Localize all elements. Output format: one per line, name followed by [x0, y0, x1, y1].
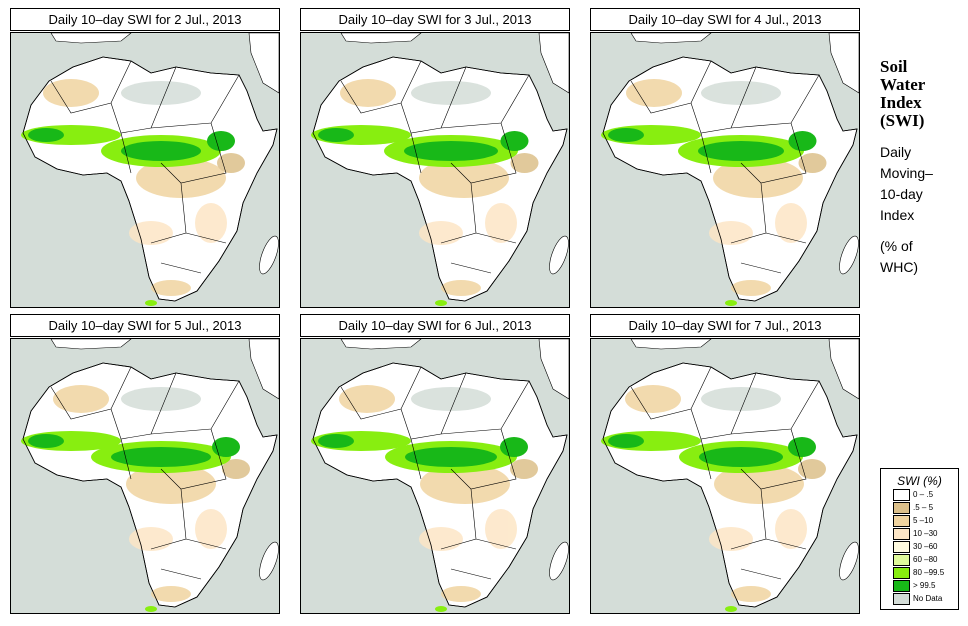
dry-areas — [43, 79, 245, 296]
madagascar — [839, 541, 859, 581]
index-description: Daily Moving– 10-day Index — [880, 142, 968, 226]
dry-areas — [340, 79, 539, 296]
europe-landmass — [340, 339, 422, 350]
wet-band — [601, 125, 817, 306]
legend-swatch — [893, 501, 910, 514]
wet-band — [21, 431, 240, 612]
unit-line: WHC) — [880, 259, 919, 275]
panel-title: Daily 10–day SWI for 7 Jul., 2013 — [590, 314, 860, 337]
legend-swatch — [893, 579, 910, 592]
desc-line: Daily — [880, 144, 912, 160]
europe-landmass — [630, 339, 712, 350]
legend-swatch — [893, 527, 910, 540]
arabia-landmass — [248, 339, 279, 400]
arabia-landmass — [828, 339, 859, 400]
madagascar — [259, 541, 279, 581]
africa-swi-map — [300, 338, 570, 614]
country-borders — [630, 60, 820, 274]
legend-label: .5 – 5 — [913, 503, 934, 512]
arabia-landmass — [538, 339, 569, 400]
dry-areas — [53, 385, 250, 602]
panel-title: Daily 10–day SWI for 3 Jul., 2013 — [300, 8, 570, 31]
legend-label: 5 –10 — [913, 516, 934, 525]
panel-title: Daily 10–day SWI for 2 Jul., 2013 — [10, 8, 280, 31]
unit-line: (% of — [880, 238, 913, 254]
europe-landmass — [340, 33, 422, 44]
country-borders — [50, 60, 240, 274]
legend-swatch — [893, 488, 910, 501]
arabia-landmass — [248, 33, 279, 94]
africa-swi-map — [10, 338, 280, 614]
legend: SWI (%) 0 – .5 .5 – 5 5 –10 10 –30 30 –60 60 … — [880, 468, 959, 610]
side-title-block: Soil Water Index (SWI) Daily Moving– 10-… — [880, 58, 968, 278]
wet-band — [311, 125, 529, 306]
legend-swatch — [893, 566, 910, 579]
legend-item: 0 – .5 — [893, 488, 958, 501]
legend-item: 10 –30 — [893, 527, 958, 540]
legend-label: 10 –30 — [913, 529, 938, 538]
legend-item: 80 –99.5 — [893, 566, 958, 579]
legend-label: 30 –60 — [913, 542, 938, 551]
country-borders — [340, 366, 530, 580]
legend-swatch — [893, 540, 910, 553]
legend-item: 60 –80 — [893, 553, 958, 566]
africa-swi-map — [300, 32, 570, 308]
title-line: Soil — [880, 57, 908, 76]
europe-landmass — [50, 339, 132, 350]
arabia-landmass — [828, 33, 859, 94]
madagascar — [839, 235, 859, 275]
legend-swatch — [893, 514, 910, 527]
madagascar — [549, 541, 569, 581]
dry-areas — [626, 79, 827, 296]
legend-item: 30 –60 — [893, 540, 958, 553]
legend-item: 5 –10 — [893, 514, 958, 527]
europe-landmass — [630, 33, 712, 44]
title-line: Index — [880, 93, 922, 112]
legend-label: 60 –80 — [913, 555, 938, 564]
panel-title: Daily 10–day SWI for 4 Jul., 2013 — [590, 8, 860, 31]
africa-swi-map — [10, 32, 280, 308]
country-borders — [50, 366, 240, 580]
africa-swi-map — [590, 338, 860, 614]
index-unit: (% of WHC) — [880, 236, 968, 278]
legend-label: 0 – .5 — [913, 490, 934, 499]
panel-title: Daily 10–day SWI for 6 Jul., 2013 — [300, 314, 570, 337]
legend-item: > 99.5 — [893, 579, 958, 592]
legend-item: No Data — [893, 592, 958, 605]
dry-areas — [625, 385, 826, 602]
legend-item: .5 – 5 — [893, 501, 958, 514]
legend-swatch — [893, 592, 910, 605]
desc-line: Moving– — [880, 165, 933, 181]
europe-landmass — [50, 33, 132, 44]
title-line: (SWI) — [880, 111, 925, 130]
legend-label: 80 –99.5 — [913, 568, 945, 577]
wet-band — [311, 431, 528, 612]
desc-line: Index — [880, 207, 915, 223]
legend-swatch — [893, 553, 910, 566]
title-line: Water — [880, 75, 926, 94]
madagascar — [549, 235, 569, 275]
arabia-landmass — [538, 33, 569, 94]
index-title: Soil Water Index (SWI) — [880, 58, 968, 130]
country-borders — [340, 60, 530, 274]
madagascar — [259, 235, 279, 275]
panel-title: Daily 10–day SWI for 5 Jul., 2013 — [10, 314, 280, 337]
legend-label: No Data — [913, 594, 943, 603]
legend-label: > 99.5 — [913, 581, 936, 590]
wet-band — [21, 125, 235, 306]
country-borders — [630, 366, 820, 580]
legend-title: SWI (%) — [897, 474, 942, 488]
africa-swi-map — [590, 32, 860, 308]
desc-line: 10-day — [880, 186, 923, 202]
